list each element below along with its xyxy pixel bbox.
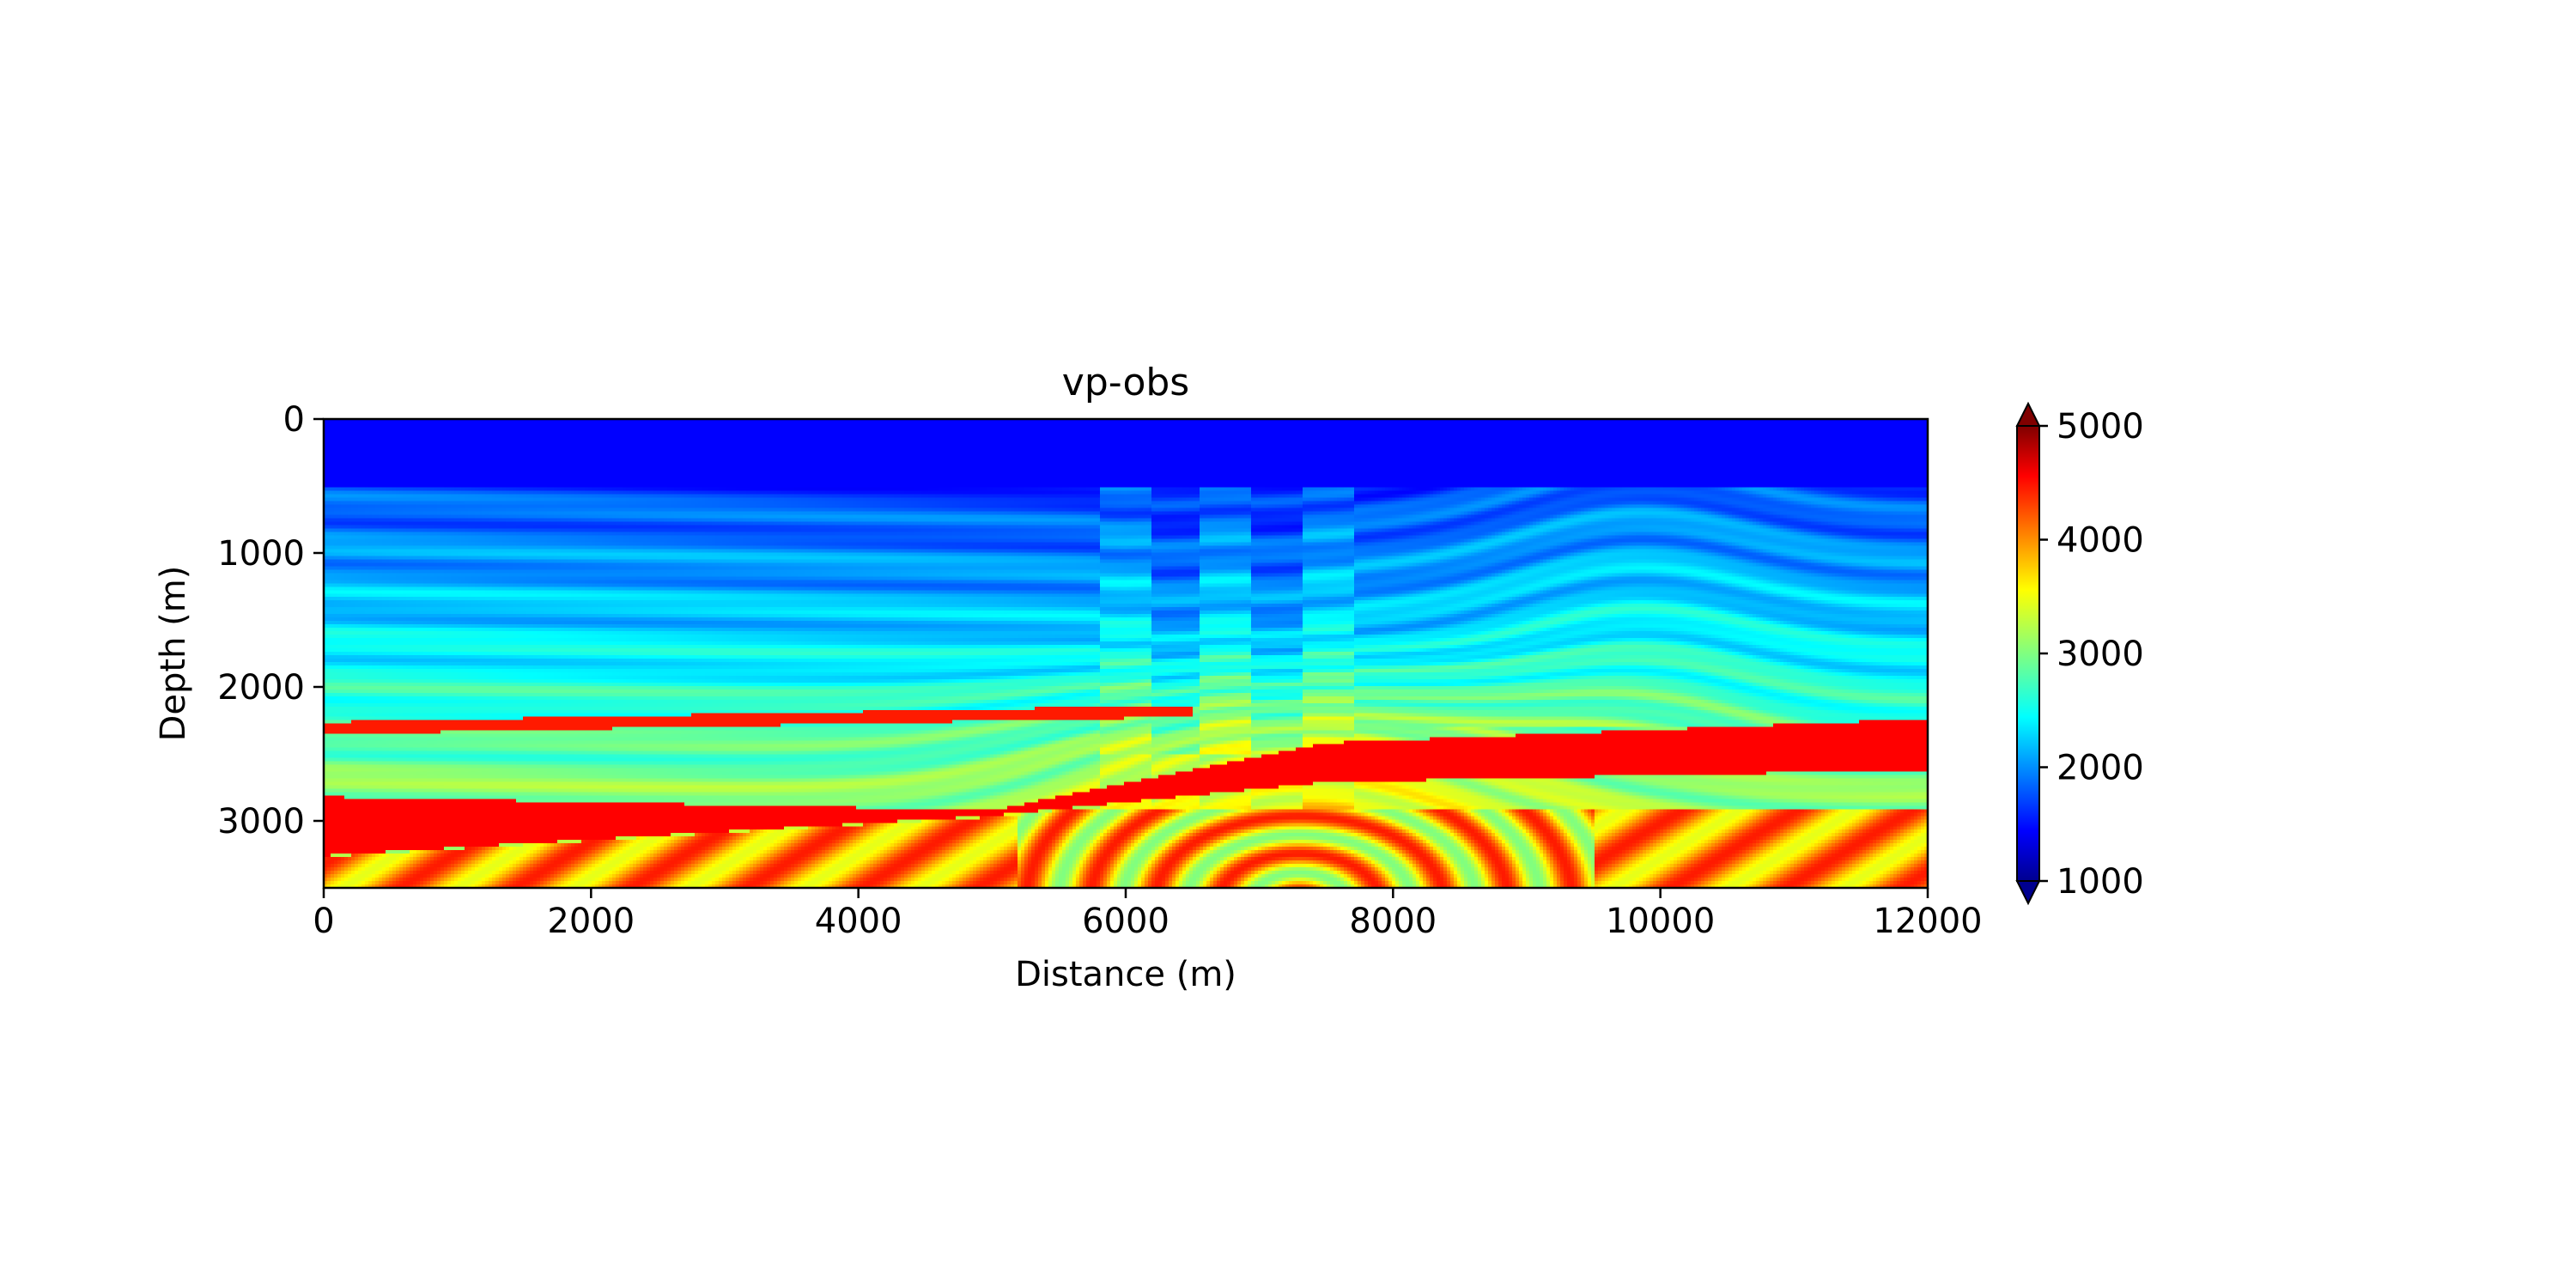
- colorbar-extend-min: [2015, 880, 2041, 906]
- colorbar-tick-label: 1000: [2057, 862, 2144, 902]
- colorbar-ticks: 1000 2000 3000 4000 5000: [2039, 407, 2144, 902]
- x-tick-label: 0: [313, 902, 334, 941]
- colorbar: 1000 2000 3000 4000 5000: [2015, 401, 2144, 906]
- heatmap-image: [324, 419, 1928, 888]
- x-axis-ticks: 0 2000 4000 6000 8000 10000 12000: [313, 888, 1983, 941]
- colorbar-extend-max: [2015, 401, 2041, 427]
- colorbar-tick-label: 5000: [2057, 407, 2144, 447]
- chart-title: vp-obs: [1062, 361, 1189, 404]
- x-axis-label: Distance (m): [1015, 955, 1236, 994]
- y-axis-ticks: 0 1000 2000 3000: [217, 400, 324, 841]
- y-tick-label: 2000: [217, 668, 305, 708]
- colorbar-tick-label: 3000: [2057, 635, 2144, 674]
- y-tick-label: 0: [283, 400, 305, 440]
- x-tick-label: 8000: [1349, 902, 1437, 941]
- x-tick-label: 4000: [815, 902, 902, 941]
- heatmap-image-container: [324, 419, 1928, 888]
- x-tick-label: 6000: [1082, 902, 1170, 941]
- colorbar-tick-label: 4000: [2057, 521, 2144, 561]
- y-tick-label: 3000: [217, 802, 305, 841]
- x-tick-label: 10000: [1606, 902, 1715, 941]
- y-axis-label: Depth (m): [154, 566, 193, 742]
- y-tick-label: 1000: [217, 534, 305, 574]
- colorbar-body: [2016, 425, 2040, 882]
- colorbar-tick-label: 2000: [2057, 749, 2144, 788]
- x-tick-label: 12000: [1873, 902, 1982, 941]
- x-tick-label: 2000: [547, 902, 635, 941]
